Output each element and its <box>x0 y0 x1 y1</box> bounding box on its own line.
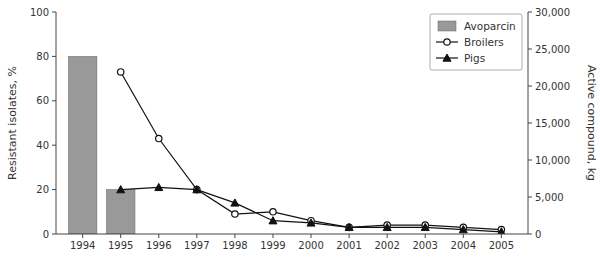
marker <box>156 135 162 141</box>
x-tick-label: 2005 <box>489 240 514 251</box>
y2-tick <box>528 49 532 50</box>
y2-tick <box>528 160 532 161</box>
x-tick <box>349 234 350 238</box>
y2-tick-label: 15,000 <box>535 118 570 129</box>
x-tick <box>196 234 197 238</box>
marker <box>232 211 238 217</box>
x-tick-label: 2004 <box>451 240 476 251</box>
marker <box>269 217 277 224</box>
plot-data <box>68 56 505 234</box>
x-tick-label: 2003 <box>412 240 437 251</box>
marker <box>118 69 124 75</box>
marker <box>444 39 450 45</box>
marker <box>346 224 352 230</box>
y2-tick <box>528 123 532 124</box>
x-tick-label: 1998 <box>222 240 247 251</box>
axes: 1994199519961997199819992000200120022003… <box>6 7 598 252</box>
y-tick <box>52 189 56 190</box>
y-tick-label: 0 <box>43 229 49 240</box>
bar <box>106 190 135 234</box>
y2-tick-label: 10,000 <box>535 155 570 166</box>
x-tick-label: 1994 <box>70 240 95 251</box>
legend-label: Pigs <box>464 52 485 64</box>
y-tick-label: 80 <box>36 51 49 62</box>
legend: Avoparcin Broilers Pigs <box>430 14 522 70</box>
x-tick <box>234 234 235 238</box>
x-tick-label: 2001 <box>336 240 361 251</box>
marker <box>307 219 315 226</box>
x-tick-label: 2000 <box>298 240 323 251</box>
y2-tick <box>528 86 532 87</box>
x-tick-label: 1995 <box>108 240 133 251</box>
legend-swatch <box>438 21 456 31</box>
y2-tick <box>528 197 532 198</box>
legend-label: Broilers <box>464 36 504 48</box>
marker <box>270 209 276 215</box>
x-tick <box>463 234 464 238</box>
marker <box>193 186 201 193</box>
y-tick-label: 60 <box>36 95 49 106</box>
marker <box>345 223 353 230</box>
marker <box>231 199 239 206</box>
x-tick <box>82 234 83 238</box>
line <box>121 72 502 230</box>
x-tick-label: 1997 <box>184 240 209 251</box>
marker <box>421 223 429 230</box>
x-tick-label: 1999 <box>260 240 285 251</box>
y-tick-label: 20 <box>36 184 49 195</box>
y-tick <box>52 100 56 101</box>
x-tick <box>311 234 312 238</box>
line <box>121 187 502 231</box>
legend-label: Avoparcin <box>464 20 516 32</box>
marker <box>194 186 200 192</box>
y-tick <box>52 56 56 57</box>
bar <box>68 56 97 234</box>
x-tick <box>425 234 426 238</box>
x-tick <box>387 234 388 238</box>
y-axis-label: Resistant isolates, % <box>6 66 19 180</box>
marker <box>459 226 467 233</box>
y-tick <box>52 234 56 235</box>
y2-tick-label: 5,000 <box>535 192 564 203</box>
y2-tick-label: 0 <box>535 229 541 240</box>
y2-tick <box>528 12 532 13</box>
x-tick-label: 1996 <box>146 240 171 251</box>
legend-box <box>430 14 522 70</box>
y2-tick-label: 25,000 <box>535 44 570 55</box>
y2-tick-label: 20,000 <box>535 81 570 92</box>
x-tick-label: 2002 <box>374 240 399 251</box>
x-tick <box>272 234 273 238</box>
marker <box>117 186 125 193</box>
y-tick <box>52 12 56 13</box>
x-tick <box>120 234 121 238</box>
y2-tick <box>528 234 532 235</box>
x-axis-line <box>56 234 528 235</box>
x-tick <box>158 234 159 238</box>
marker <box>443 54 451 61</box>
y-tick-label: 100 <box>30 7 49 18</box>
y2-axis-label: Active compound, kg <box>585 65 598 181</box>
y-axis-line <box>56 12 57 234</box>
y-tick-label: 40 <box>36 140 49 151</box>
marker <box>383 223 391 230</box>
y-tick <box>52 145 56 146</box>
marker <box>155 183 163 190</box>
y2-tick-label: 30,000 <box>535 7 570 18</box>
chart: 1994199519961997199819992000200120022003… <box>0 0 600 266</box>
x-tick <box>501 234 502 238</box>
marker <box>497 228 505 234</box>
